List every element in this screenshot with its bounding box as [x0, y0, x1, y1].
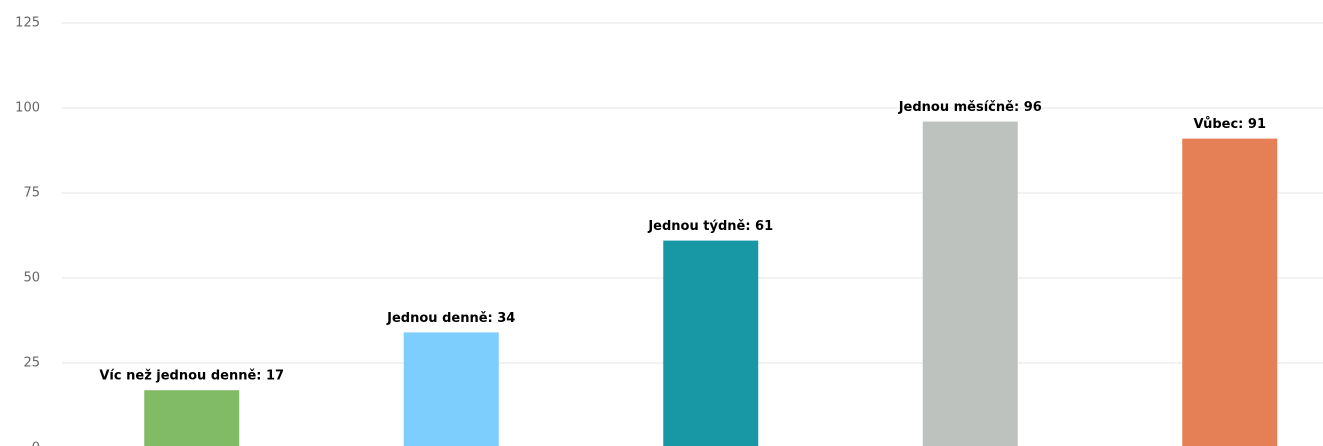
data-label: Víc než jednou denně: 17 — [99, 369, 284, 384]
data-label: Jednou denně: 34 — [386, 311, 515, 326]
bar — [922, 121, 1018, 446]
bar — [1182, 138, 1278, 446]
bar — [144, 390, 240, 446]
y-tick-label: 0 — [32, 441, 40, 446]
bar — [663, 240, 759, 446]
y-tick-label: 50 — [23, 271, 40, 286]
y-tick-label: 125 — [15, 16, 40, 31]
bar — [403, 332, 499, 446]
y-tick-label: 75 — [23, 186, 40, 201]
data-label: Jednou měsíčně: 96 — [898, 100, 1042, 115]
data-label: Jednou týdně: 61 — [647, 219, 773, 234]
data-label: Vůbec: 91 — [1194, 117, 1267, 132]
y-tick-label: 25 — [23, 356, 40, 371]
y-tick-label: 100 — [15, 101, 40, 116]
